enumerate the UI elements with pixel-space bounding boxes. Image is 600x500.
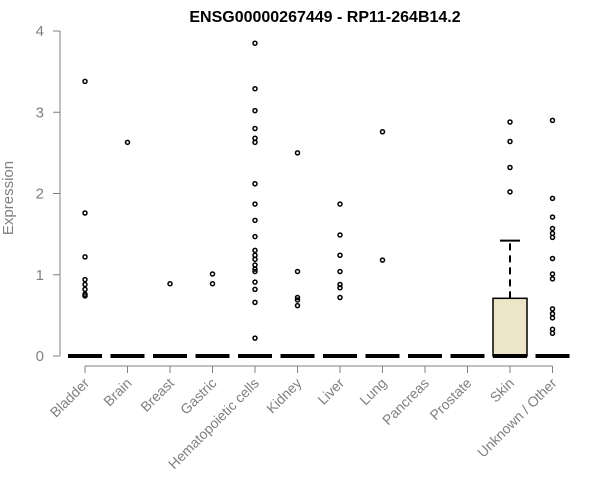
outlier-point — [82, 254, 88, 260]
box-iqr — [492, 297, 528, 357]
outlier-point — [337, 294, 343, 301]
outlier-point — [252, 286, 258, 293]
x-tick-label: Brain — [100, 375, 134, 409]
outlier-point — [337, 252, 343, 258]
outlier-point — [379, 257, 386, 263]
box-group — [280, 150, 315, 358]
y-axis-label: Expression — [0, 161, 17, 235]
outlier-point — [294, 150, 301, 156]
outlier-point — [549, 330, 556, 336]
outlier-point — [252, 279, 258, 285]
outlier-point — [549, 117, 556, 124]
outlier-point — [294, 302, 301, 309]
outlier-point — [549, 255, 556, 262]
box-group — [195, 271, 230, 358]
outlier-point — [252, 247, 258, 254]
y-tick-label: 0 — [36, 348, 44, 365]
outlier-point — [507, 189, 513, 195]
outlier-point — [294, 268, 301, 275]
box-group — [492, 119, 528, 358]
box-group — [535, 117, 570, 358]
outlier-point — [252, 181, 258, 187]
outlier-point — [82, 276, 88, 283]
outlier-point — [252, 256, 258, 263]
outlier-point — [252, 201, 258, 207]
x-tick-label: Unknown / Other — [474, 375, 560, 461]
outlier-point — [252, 85, 258, 92]
x-tick-label: Prostate — [426, 375, 474, 423]
outlier-point — [82, 286, 88, 293]
y-tick-label: 2 — [36, 186, 44, 203]
outlier-point — [549, 234, 556, 241]
outlier-point — [549, 271, 556, 277]
x-tick-label: Breast — [137, 375, 177, 415]
outlier-point — [252, 335, 258, 341]
outlier-point — [549, 195, 556, 202]
chart-title: ENSG00000267449 - RP11-264B14.2 — [189, 9, 460, 26]
outlier-point — [252, 268, 258, 275]
y-tick-label: 4 — [36, 23, 44, 40]
outlier-point — [294, 297, 301, 303]
outlier-point — [252, 139, 258, 146]
outlier-point — [252, 107, 258, 114]
outlier-point — [252, 40, 258, 46]
outlier-point — [82, 281, 88, 288]
outlier-point — [379, 129, 386, 135]
x-tick-label: Kidney — [263, 375, 305, 417]
x-tick-label: Pancreas — [379, 375, 432, 428]
y-tick-label: 1 — [36, 267, 44, 284]
outlier-point — [209, 271, 216, 277]
outlier-point — [549, 225, 556, 232]
box-group — [68, 78, 102, 358]
outlier-point — [549, 276, 556, 282]
outlier-point — [337, 268, 343, 275]
x-tick-label: Bladder — [47, 375, 93, 421]
outlier-point — [252, 299, 258, 306]
box-series — [68, 40, 570, 358]
outlier-point — [124, 139, 131, 146]
outlier-point — [252, 233, 258, 240]
outlier-point — [337, 201, 343, 207]
outlier-point — [252, 125, 258, 132]
outlier-point — [167, 280, 173, 287]
outlier-point — [82, 78, 88, 85]
box-group — [323, 201, 357, 358]
outlier-point — [337, 285, 343, 291]
x-tick-label: Lung — [356, 375, 389, 408]
outlier-point — [507, 164, 513, 171]
x-tick-label: Skin — [487, 375, 518, 406]
outlier-point — [337, 232, 343, 238]
outlier-point — [507, 138, 513, 145]
outlier-point — [549, 214, 556, 220]
y-axis: 0 1 2 3 4 — [36, 23, 61, 365]
outlier-point — [252, 266, 258, 272]
outlier-point — [82, 210, 88, 216]
x-tick-label: Liver — [314, 375, 347, 408]
outlier-point — [549, 306, 556, 312]
outlier-point — [294, 294, 301, 301]
outlier-point — [252, 217, 258, 224]
box-group — [153, 280, 187, 358]
box-group — [238, 40, 272, 358]
box-group — [365, 129, 400, 358]
outlier-point — [549, 315, 556, 321]
outlier-point — [82, 293, 88, 299]
outlier-point — [507, 119, 513, 125]
y-tick-label: 3 — [36, 104, 44, 121]
box-group — [110, 139, 145, 358]
outlier-point — [209, 280, 216, 287]
